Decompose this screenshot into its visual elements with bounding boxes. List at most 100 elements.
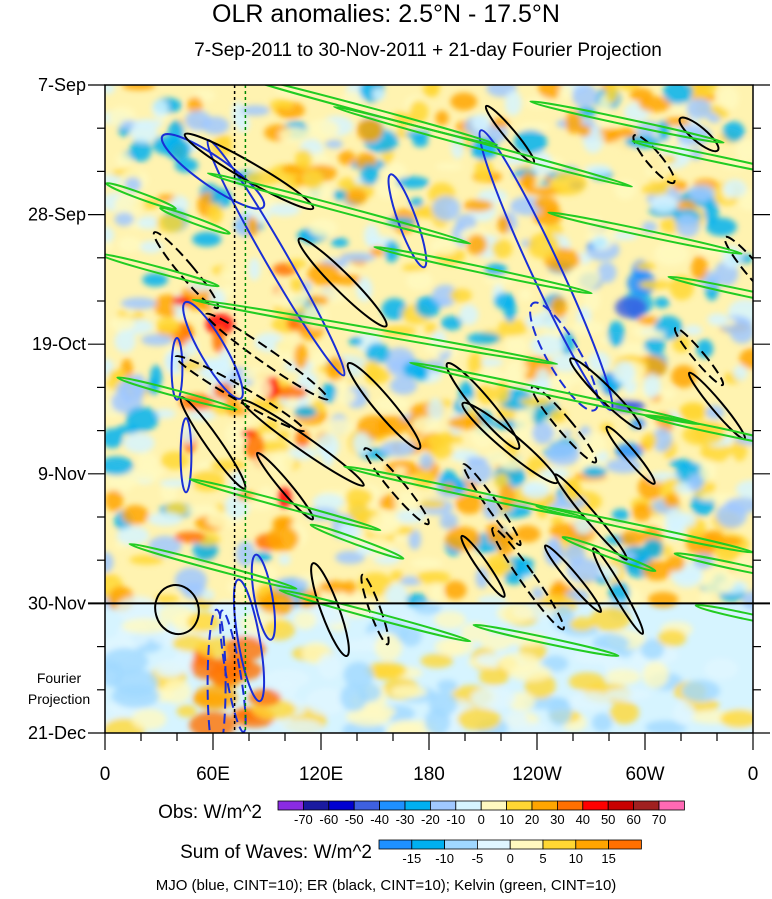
y-tick-labels: 7-Sep 28-Sep 19-Oct 9-Nov 30-Nov 21-Dec xyxy=(28,75,86,743)
field-cell xyxy=(381,298,408,321)
field-cell xyxy=(448,416,483,430)
mjo-contour xyxy=(206,608,227,733)
projection-cell xyxy=(508,664,552,682)
field-cell xyxy=(105,489,124,512)
obs-colorbar-swatch xyxy=(480,800,508,811)
field-cell xyxy=(148,535,182,557)
field-cell xyxy=(293,343,308,370)
field-cell xyxy=(691,255,708,281)
waves-colorbar-swatch xyxy=(378,839,413,850)
field-cell xyxy=(577,124,592,137)
field-cell xyxy=(374,396,410,412)
field-cell xyxy=(427,85,441,97)
kelvin-contour xyxy=(128,542,298,590)
field-cell xyxy=(465,456,488,465)
field-cell xyxy=(339,252,376,263)
field-cell xyxy=(564,544,586,566)
obs-colorbar-level: -40 xyxy=(370,812,389,827)
field-cell xyxy=(435,110,449,126)
projection-cell xyxy=(569,616,595,632)
field-cell xyxy=(735,479,753,499)
field-cell xyxy=(711,536,743,547)
projection-cell xyxy=(317,652,341,680)
y-tick-label: 21-Dec xyxy=(28,723,86,743)
field-cell xyxy=(156,213,185,233)
field-cell xyxy=(261,419,279,433)
field-cell xyxy=(531,587,544,600)
x-tick-label: 180 xyxy=(413,764,445,785)
projection-cell xyxy=(121,618,169,634)
mjo-contour xyxy=(160,133,266,210)
er-contour xyxy=(310,562,350,658)
field-cell xyxy=(426,432,457,448)
field-cell xyxy=(643,337,666,354)
field-cell xyxy=(275,517,292,529)
field-cell xyxy=(521,481,550,499)
er-contour xyxy=(673,326,725,387)
field-cell xyxy=(253,564,278,583)
projection-cell xyxy=(480,633,513,651)
waves-colorbar-swatch xyxy=(509,839,544,850)
projection-cell xyxy=(413,601,442,615)
kelvin-contour xyxy=(191,298,559,366)
field-cell xyxy=(524,187,561,196)
field-cell xyxy=(412,471,435,488)
field-cell xyxy=(735,138,753,162)
field-cell xyxy=(399,576,423,586)
obs-colorbar-swatch xyxy=(658,800,685,811)
field-cell xyxy=(520,171,536,190)
obs-colorbar-swatch xyxy=(582,800,609,811)
projection-cell xyxy=(365,662,407,679)
field-cell xyxy=(114,212,135,227)
field-cell xyxy=(405,130,430,139)
kelvin-contour xyxy=(309,523,405,560)
field-cell xyxy=(516,122,551,132)
field-cell xyxy=(645,156,670,182)
field-cell xyxy=(484,450,511,464)
field-cell xyxy=(295,429,310,449)
field-cell xyxy=(414,208,433,218)
field-cell xyxy=(105,85,115,95)
er-contour xyxy=(461,401,559,485)
mjo-contour xyxy=(182,300,244,400)
chart-caption: MJO (blue, CINT=10); ER (black, CINT=10)… xyxy=(155,877,617,894)
field-cell xyxy=(670,103,691,113)
field-cell xyxy=(153,594,180,604)
field-cell xyxy=(205,313,234,336)
field-cell xyxy=(549,523,577,540)
projection-cell xyxy=(657,629,687,647)
field-cell xyxy=(207,203,224,225)
mjo-contour xyxy=(179,417,193,494)
field-cell xyxy=(654,297,670,309)
field-cell xyxy=(637,315,659,326)
mjo-contour xyxy=(387,173,428,269)
field-cell xyxy=(643,373,661,399)
x-tick-label: 0 xyxy=(100,764,111,785)
field-cell xyxy=(381,325,417,337)
projection-cell xyxy=(434,611,466,629)
field-cell xyxy=(733,365,748,381)
projection-cell xyxy=(640,639,665,660)
projection-cell xyxy=(172,634,209,652)
field-cell xyxy=(278,554,291,566)
field-cell xyxy=(647,591,679,608)
projection-cell xyxy=(390,685,428,699)
field-cell xyxy=(440,315,463,331)
field-cell xyxy=(497,215,510,234)
projection-cell xyxy=(552,605,575,632)
field-cell xyxy=(466,234,488,256)
field-cell xyxy=(419,453,434,470)
projection-cell xyxy=(517,722,549,733)
obs-colorbar-swatch xyxy=(633,800,660,811)
obs-colorbar-swatch xyxy=(302,800,330,811)
field-cell xyxy=(432,284,459,306)
projection-cell xyxy=(248,688,282,707)
field-cell xyxy=(255,379,272,400)
y-tick-label: 19-Oct xyxy=(32,334,86,354)
field-cell xyxy=(147,512,183,527)
field-cell xyxy=(132,119,164,129)
obs-colorbar-level: 50 xyxy=(601,812,615,827)
field-cell xyxy=(700,492,729,502)
obs-colorbar-swatch xyxy=(607,800,635,811)
field-cell xyxy=(277,430,290,441)
